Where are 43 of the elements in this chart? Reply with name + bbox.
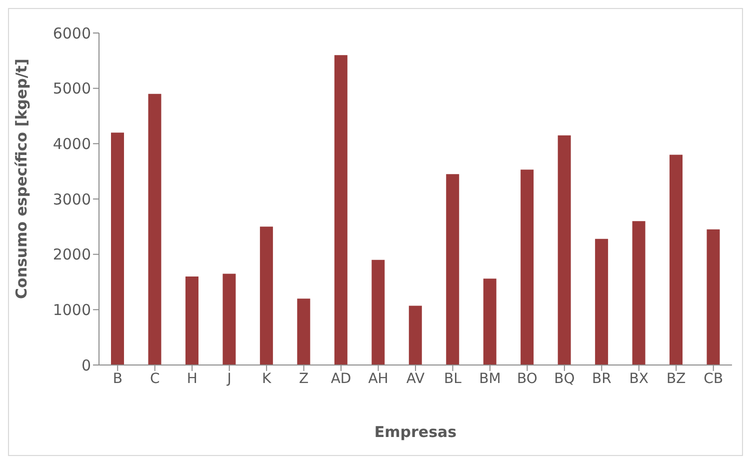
x-tick-label: Z (298, 370, 309, 387)
x-tick-label: C (150, 370, 160, 387)
y-tick-label: 6000 (52, 24, 91, 42)
y-tick-label: 4000 (52, 134, 91, 153)
bar (558, 135, 571, 365)
x-tick-label: CB (704, 370, 724, 387)
x-tick-label: BM (479, 370, 501, 387)
bar (632, 221, 646, 365)
x-tick-label: BR (592, 370, 612, 387)
x-tick-label: BO (517, 370, 538, 387)
bar (408, 306, 422, 365)
bar (185, 276, 198, 365)
x-tick-label: K (262, 370, 272, 387)
y-tick-label: 3000 (52, 190, 91, 208)
bar (595, 238, 608, 365)
bar (334, 55, 348, 365)
bar (222, 274, 236, 365)
x-axis-title: Empresas (374, 423, 457, 441)
x-tick-label: BQ (554, 370, 575, 387)
x-tick-label: H (186, 370, 198, 387)
bar (446, 174, 460, 365)
bar (706, 229, 720, 365)
y-tick-label: 5000 (52, 80, 91, 98)
x-tick-label: BX (629, 370, 649, 387)
bar (483, 278, 496, 365)
x-tick-label: BZ (666, 370, 686, 387)
y-axis-title: Consumo específico [kgep/t] (12, 58, 30, 299)
y-tick-label: 2000 (52, 246, 91, 264)
bar (670, 154, 683, 365)
y-tick-label: 1000 (52, 300, 91, 319)
x-tick-label: J (226, 370, 232, 387)
bar (520, 170, 534, 365)
x-tick-label: B (112, 370, 122, 387)
bar (297, 298, 310, 365)
bar (260, 226, 273, 365)
bar (372, 260, 385, 365)
bar (111, 132, 124, 365)
x-tick-label: AD (330, 370, 352, 387)
y-tick-label: 0 (81, 356, 91, 374)
x-tick-label: BL (444, 370, 462, 387)
x-tick-label: AV (406, 370, 426, 387)
bar (148, 94, 162, 365)
x-tick-label: AH (368, 370, 388, 387)
